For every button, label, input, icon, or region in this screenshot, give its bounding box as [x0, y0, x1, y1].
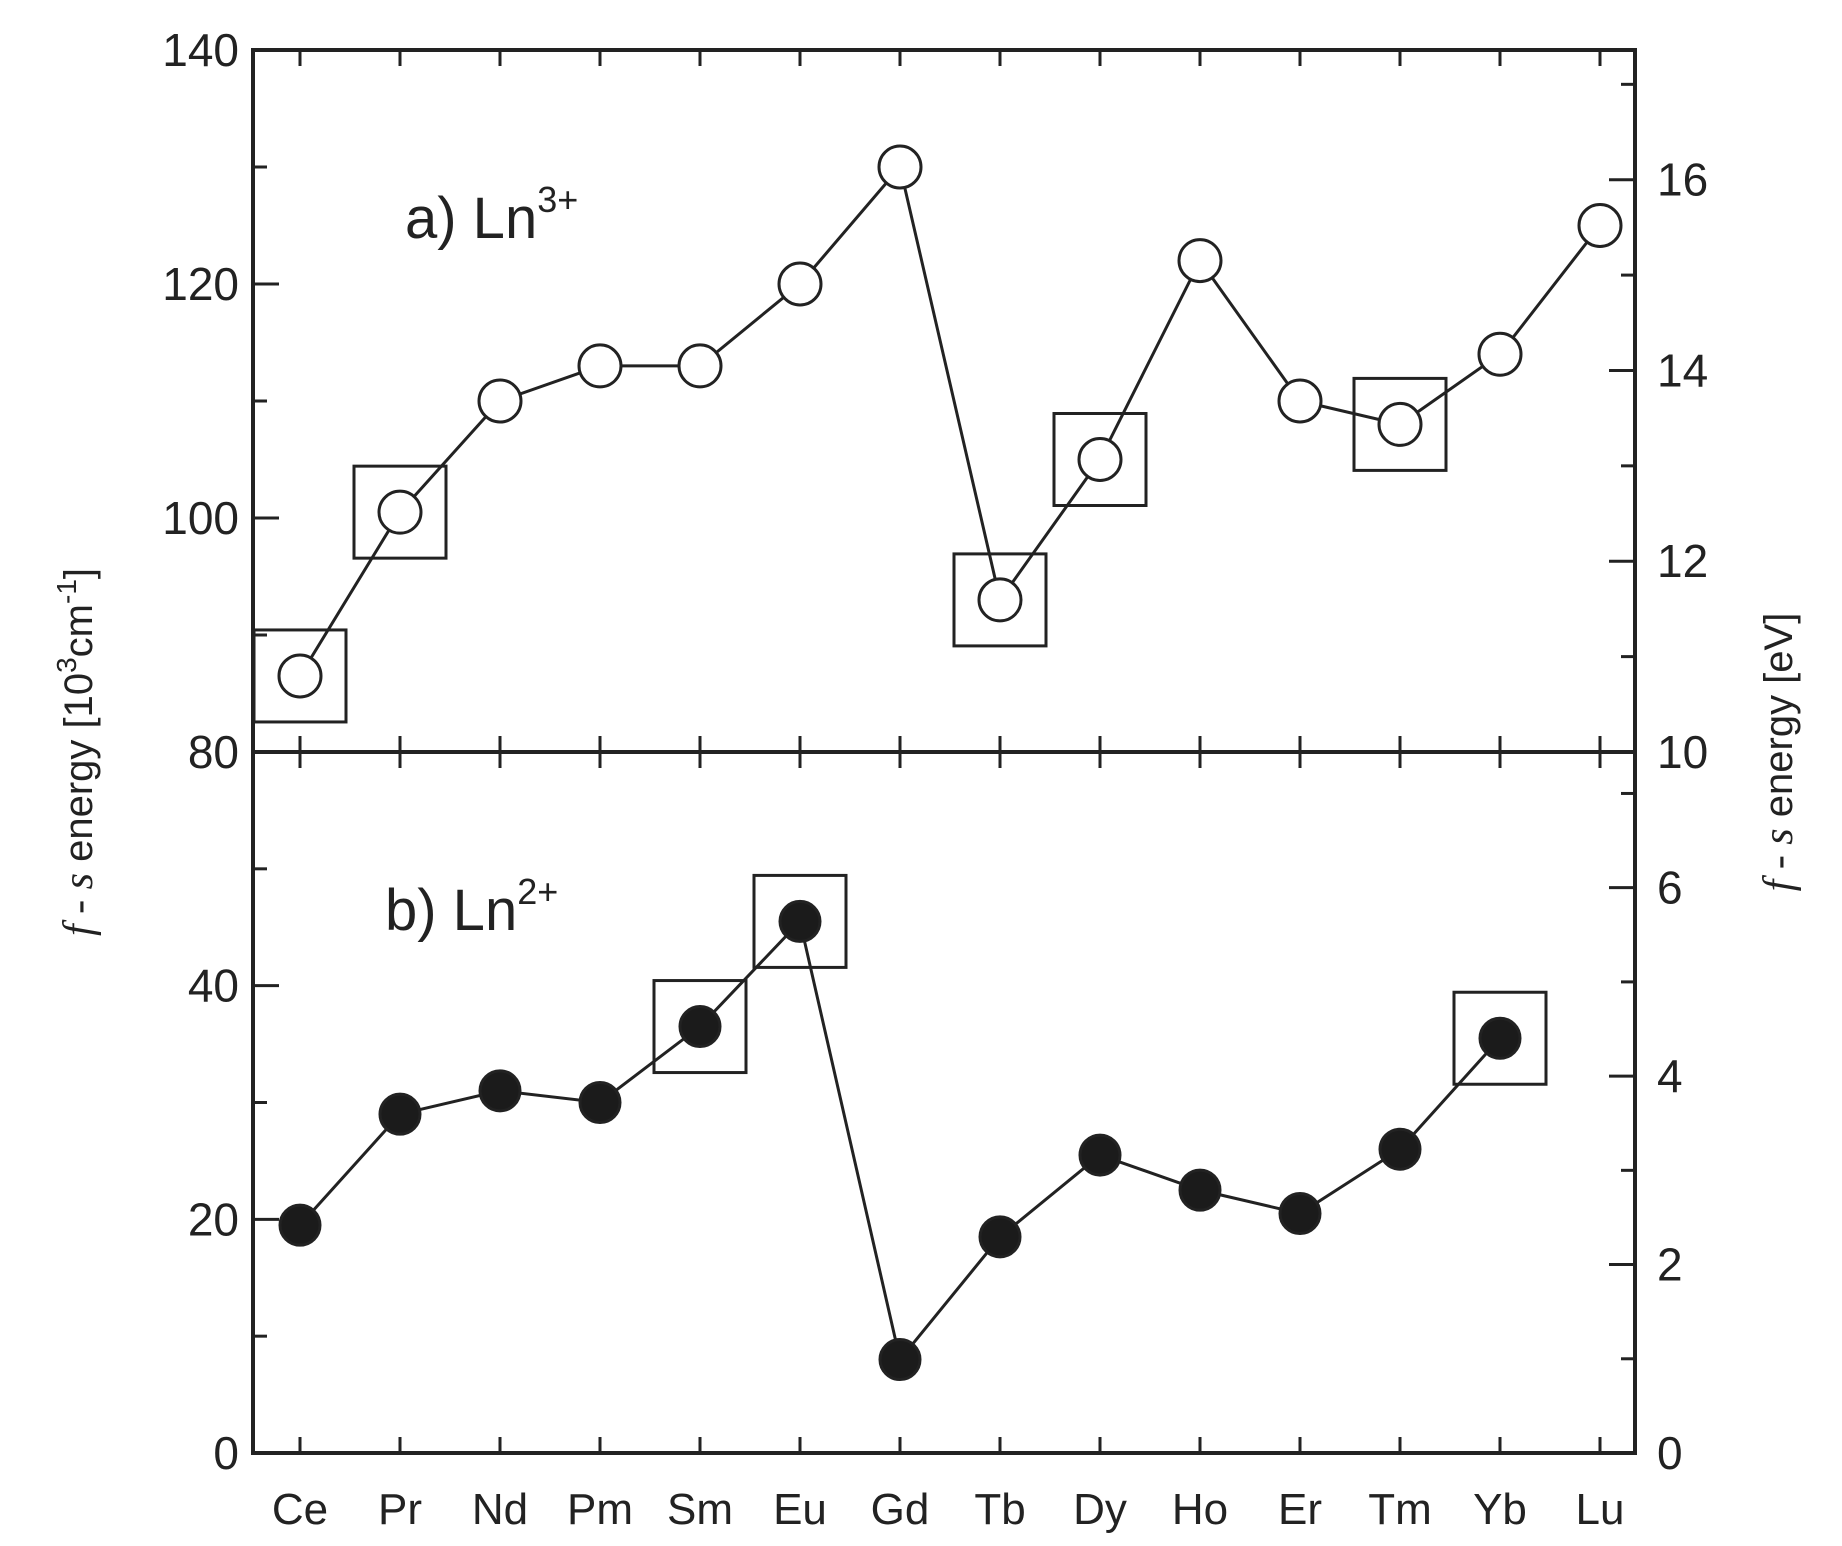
data-point-b [778, 899, 822, 943]
x-tick-label: Yb [1473, 1485, 1527, 1534]
y-tick-label-right: 2 [1657, 1239, 1683, 1291]
y-tick-label-left: 120 [162, 258, 239, 310]
data-point-a [1077, 437, 1123, 482]
highlight-box [752, 873, 848, 969]
y-tick-label-left: 20 [188, 1193, 239, 1245]
y-tick-label-right: 0 [1657, 1427, 1683, 1479]
x-tick-label: Sm [667, 1485, 733, 1534]
data-point-b [578, 1081, 622, 1124]
y-axis-right-title: f - s energy [eV] [1756, 613, 1802, 892]
data-series [252, 144, 1623, 1382]
axis-ticks [253, 48, 1635, 1455]
highlight-box [952, 552, 1048, 648]
data-point-b [678, 1005, 722, 1049]
data-point-a [377, 489, 423, 535]
highlight-box [252, 628, 348, 724]
x-tick-label: Lu [1576, 1485, 1625, 1534]
data-point-a [1277, 378, 1323, 424]
data-point-b [1478, 1016, 1522, 1060]
data-point-a [1177, 238, 1223, 284]
y-tick-label-right: 14 [1657, 344, 1708, 396]
y-tick-label-left: 140 [162, 24, 239, 76]
data-point-b [878, 1338, 922, 1382]
panel-a-label: a) Ln3+ [405, 179, 578, 251]
data-point-b [378, 1092, 422, 1136]
data-point-a [777, 261, 823, 307]
data-point-a [977, 577, 1023, 623]
highlight-box [1352, 376, 1448, 472]
y-tick-label-left: 100 [162, 492, 239, 544]
plot-frames [251, 48, 1637, 1455]
x-tick-label: Tm [1368, 1485, 1432, 1534]
x-tick-label: Ce [272, 1485, 328, 1534]
x-tick-label: Er [1278, 1485, 1322, 1534]
data-point-b [278, 1203, 322, 1247]
y-tick-label-left: 80 [188, 726, 239, 778]
y-tick-label-right: 4 [1657, 1050, 1683, 1102]
data-point-a [277, 653, 323, 699]
x-tick-label: Nd [472, 1485, 528, 1534]
highlight-box [352, 464, 448, 560]
data-point-a [1477, 331, 1523, 377]
data-point-a [877, 144, 923, 190]
data-point-a [477, 378, 523, 424]
x-tick-label: Eu [773, 1485, 827, 1534]
y-tick-label-right: 16 [1657, 154, 1708, 206]
highlight-box [1452, 990, 1548, 1086]
x-tick-label: Pr [378, 1485, 422, 1534]
y-tick-label-right: 6 [1657, 862, 1683, 914]
data-point-a [1377, 401, 1423, 447]
data-point-a [677, 343, 723, 389]
x-tick-label: Pm [567, 1485, 633, 1534]
data-point-b [1278, 1191, 1322, 1235]
series-line-b [298, 918, 1502, 1363]
highlight-box [652, 979, 748, 1075]
x-tick-label: Tb [974, 1485, 1025, 1534]
x-tick-label: Gd [871, 1485, 930, 1534]
y-axis-left-title: f - s energy [103cm-1] [51, 568, 102, 936]
data-point-a [1577, 203, 1623, 248]
y-tick-label-left: 0 [213, 1427, 239, 1479]
y-tick-label-left: 40 [188, 960, 239, 1012]
panel-b-label: b) Ln2+ [385, 871, 558, 943]
data-point-b [978, 1215, 1022, 1259]
x-tick-label: Dy [1073, 1485, 1127, 1534]
tick-labels: 80 100 120 140 10 12 14 16 0 20 40 0 2 4 6 Ce Pr Nd Pm Sm Eu… [162, 24, 1708, 1534]
data-point-b [1078, 1133, 1122, 1177]
data-point-b [1178, 1168, 1222, 1212]
x-tick-label: Ho [1172, 1485, 1228, 1534]
highlight-box [1052, 412, 1148, 507]
data-point-a [577, 343, 623, 389]
data-point-b [478, 1069, 522, 1113]
y-tick-label-right: 10 [1657, 726, 1708, 778]
y-tick-label-right: 12 [1657, 535, 1708, 587]
data-point-b [1378, 1127, 1422, 1171]
